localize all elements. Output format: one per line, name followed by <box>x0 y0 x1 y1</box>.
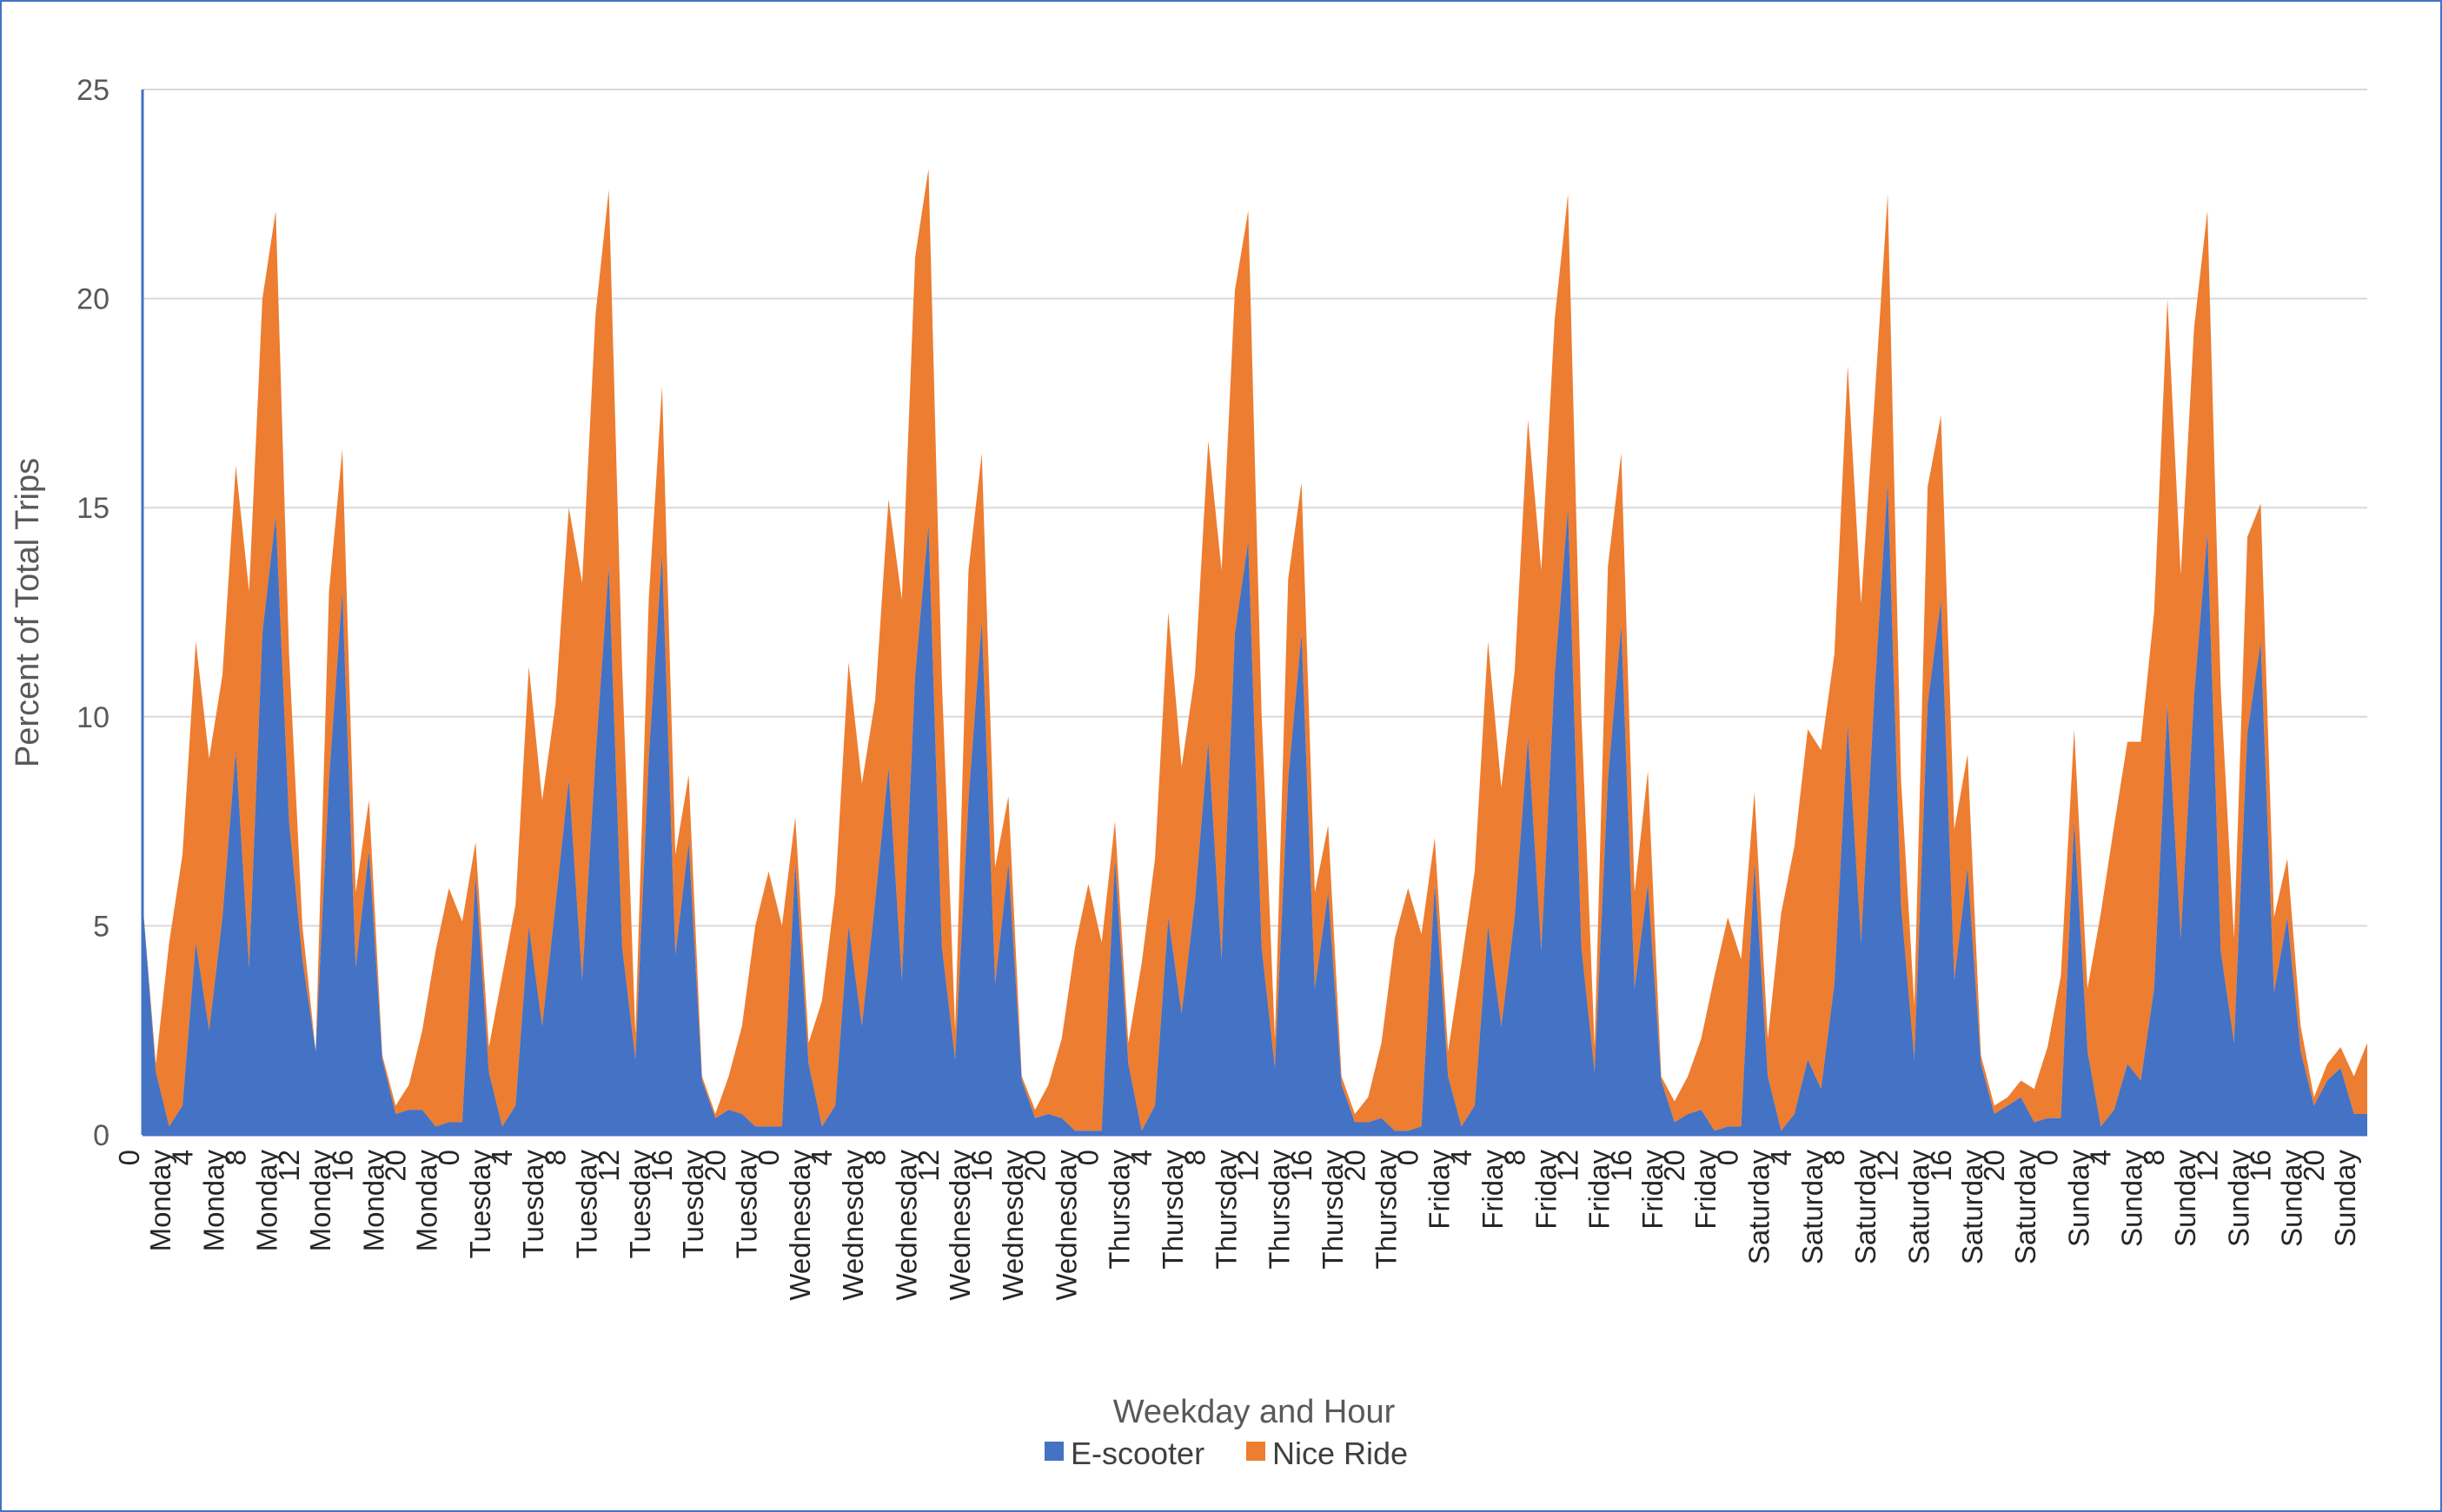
x-tick-label: 20Tuesday <box>700 1150 763 1259</box>
x-tick-label: 0Wednesday <box>753 1150 816 1301</box>
x-axis-title: Weekday and Hour <box>1113 1394 1396 1430</box>
legend-label-e-scooter: E-scooter <box>1071 1436 1204 1471</box>
x-tick-labels: 0Monday4Monday8Monday12Monday16Monday20M… <box>113 1150 2361 1301</box>
series-area-e-scooter <box>143 482 2367 1135</box>
x-tick-label: 0Sunday <box>2031 1150 2094 1247</box>
x-tick-label: 16Wednesday <box>966 1150 1029 1301</box>
series-area-nice-ride <box>143 169 2367 1131</box>
x-tick-label: 0Saturday <box>1712 1150 1775 1265</box>
x-tick-label: 4Thursday <box>1125 1150 1189 1270</box>
x-tick-label: 8Saturday <box>1818 1150 1881 1265</box>
y-tick-label: 5 <box>93 910 109 943</box>
x-tick-label: 12Sunday <box>2191 1150 2254 1247</box>
x-tick-label: 4Friday <box>1445 1150 1509 1230</box>
legend-swatch-e-scooter <box>1045 1442 1064 1461</box>
x-tick-label: 20Sunday <box>2298 1150 2361 1247</box>
x-tick-label: 16Sunday <box>2245 1150 2308 1247</box>
x-tick-label: 16Monday <box>326 1150 389 1252</box>
x-tick-label: 8Wednesday <box>859 1150 922 1301</box>
x-tick-label: 0Tuesday <box>433 1150 496 1259</box>
y-tick-labels: 0 5 10 15 20 25 <box>76 74 109 1152</box>
x-tick-label: 8Sunday <box>2138 1150 2201 1247</box>
y-tick-label: 15 <box>76 492 109 525</box>
legend-swatch-nice-ride <box>1246 1442 1265 1461</box>
x-tick-label: 20Thursday <box>1338 1150 1402 1270</box>
x-tick-label: 4Monday <box>166 1150 229 1252</box>
x-tick-label: 20Saturday <box>1978 1150 2041 1265</box>
y-tick-label: 0 <box>93 1119 109 1152</box>
x-tick-label: 0Thursday <box>1072 1150 1136 1270</box>
x-tick-label: 20Friday <box>1658 1150 1722 1230</box>
y-tick-label: 10 <box>76 701 109 734</box>
y-tick-label: 25 <box>76 74 109 107</box>
x-tick-label: 12Tuesday <box>593 1150 656 1259</box>
x-tick-label: 0Monday <box>113 1150 176 1252</box>
x-tick-label: 12Wednesday <box>912 1150 976 1301</box>
x-tick-label: 16Tuesday <box>646 1150 709 1259</box>
x-tick-label: 8Tuesday <box>540 1150 603 1259</box>
x-tick-label: 16Friday <box>1605 1150 1669 1230</box>
x-tick-label: 12Friday <box>1552 1150 1616 1230</box>
x-tick-label: 20Wednesday <box>1019 1150 1082 1301</box>
x-tick-label: 16Thursday <box>1285 1150 1349 1270</box>
x-tick-label: 4Saturday <box>1765 1150 1828 1265</box>
x-tick-label: 4Tuesday <box>486 1150 549 1259</box>
x-tick-label: 16Saturday <box>1925 1150 1988 1265</box>
x-tick-label: 4Wednesday <box>806 1150 869 1301</box>
x-tick-label: 8Thursday <box>1178 1150 1242 1270</box>
y-axis-title: Percent of Total Trips <box>10 458 46 767</box>
x-tick-label: 0Friday <box>1392 1150 1456 1230</box>
legend-label-nice-ride: Nice Ride <box>1272 1436 1408 1471</box>
legend: E-scooter Nice Ride <box>1045 1436 1408 1471</box>
x-tick-label: 12Saturday <box>1872 1150 1935 1265</box>
y-tick-label: 20 <box>76 283 109 316</box>
x-tick-label: 8Friday <box>1498 1150 1562 1230</box>
x-tick-label: 20Monday <box>380 1150 443 1252</box>
x-tick-label: 12Monday <box>273 1150 336 1252</box>
axes <box>141 90 2367 1137</box>
x-tick-label: 12Thursday <box>1232 1150 1296 1270</box>
x-tick-label: 8Monday <box>220 1150 283 1252</box>
x-tick-label: 4Sunday <box>2085 1150 2148 1247</box>
series-areas <box>143 169 2367 1135</box>
